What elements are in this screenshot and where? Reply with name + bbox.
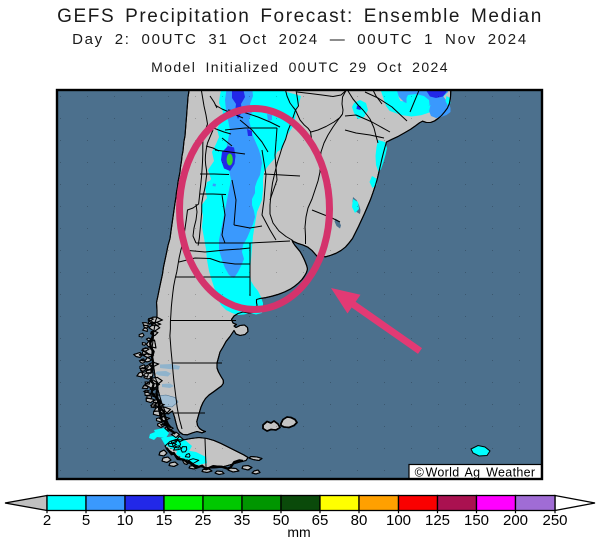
svg-text:50: 50	[273, 512, 290, 529]
svg-text:200: 200	[503, 512, 528, 529]
svg-text:mm: mm	[287, 524, 310, 540]
svg-text:2: 2	[43, 512, 51, 529]
svg-text:65: 65	[312, 512, 329, 529]
svg-text:35: 35	[234, 512, 251, 529]
svg-text:© World Ag Weather: © World Ag Weather	[415, 466, 536, 480]
svg-text:5: 5	[82, 512, 90, 529]
svg-text:10: 10	[117, 512, 134, 529]
svg-text:100: 100	[386, 512, 411, 529]
svg-text:15: 15	[156, 512, 173, 529]
svg-text:80: 80	[351, 512, 368, 529]
svg-text:250: 250	[542, 512, 567, 529]
svg-text:25: 25	[195, 512, 212, 529]
svg-text:125: 125	[425, 512, 450, 529]
svg-text:150: 150	[464, 512, 489, 529]
